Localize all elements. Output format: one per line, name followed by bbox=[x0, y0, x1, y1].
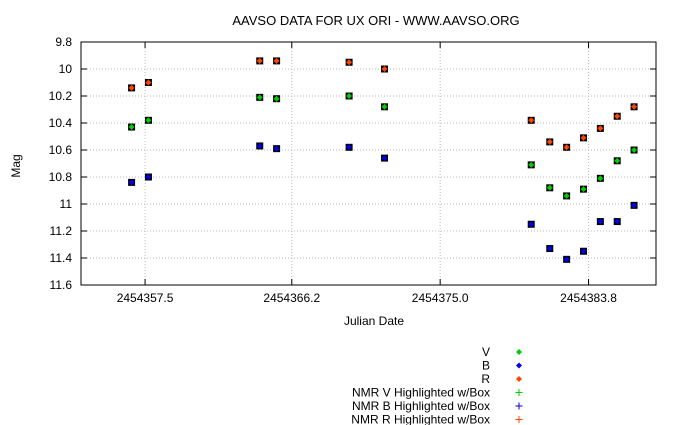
y-tick-label: 11.4 bbox=[50, 251, 73, 265]
point-r bbox=[546, 138, 554, 146]
point-r bbox=[613, 112, 621, 120]
legend-label: NMR B Highlighted w/Box bbox=[352, 399, 490, 413]
point-r bbox=[579, 134, 587, 142]
point-r bbox=[563, 143, 571, 151]
y-tick-label: 10.2 bbox=[49, 89, 73, 103]
y-tick-label: 11.6 bbox=[50, 278, 73, 292]
point-b bbox=[128, 178, 136, 186]
point-b bbox=[256, 142, 264, 150]
point-b bbox=[630, 201, 638, 209]
legend-label: V bbox=[482, 345, 490, 359]
point-v bbox=[613, 157, 621, 165]
y-tick-label: 9.8 bbox=[55, 35, 72, 49]
point-r bbox=[345, 58, 353, 66]
y-tick-label: 10.4 bbox=[49, 116, 73, 130]
point-r bbox=[381, 65, 389, 73]
legend-label: R bbox=[481, 372, 490, 386]
point-r bbox=[527, 116, 535, 124]
x-tick-label: 2454357.5 bbox=[117, 291, 174, 305]
point-v bbox=[345, 92, 353, 100]
point-b bbox=[579, 247, 587, 255]
point-v bbox=[381, 103, 389, 111]
point-b bbox=[381, 154, 389, 162]
point-b bbox=[144, 173, 152, 181]
point-r bbox=[596, 124, 604, 132]
x-tick-label: 2454375.0 bbox=[412, 291, 469, 305]
legend-diamond-marker bbox=[516, 376, 522, 382]
legend-entry: NMR V Highlighted w/Box bbox=[352, 386, 523, 400]
point-r bbox=[144, 79, 152, 86]
point-b bbox=[273, 145, 281, 153]
y-tick-label: 10 bbox=[59, 62, 73, 76]
point-b bbox=[345, 143, 353, 151]
point-r bbox=[630, 103, 638, 111]
chart-title: AAVSO DATA FOR UX ORI - WWW.AAVSO.ORG bbox=[232, 13, 519, 28]
plot-frame bbox=[80, 41, 657, 286]
point-r bbox=[128, 84, 136, 92]
legend-entry: R bbox=[481, 372, 522, 386]
x-tick-label: 2454366.2 bbox=[263, 291, 320, 305]
point-v bbox=[273, 95, 281, 103]
point-v bbox=[596, 174, 604, 182]
y-tick-label: 10.6 bbox=[49, 143, 73, 157]
legend-diamond-marker bbox=[516, 349, 522, 355]
point-b bbox=[527, 220, 535, 228]
point-b bbox=[563, 255, 571, 263]
legend-entry: NMR R Highlighted w/Box bbox=[351, 413, 523, 425]
legend-label: NMR V Highlighted w/Box bbox=[352, 386, 490, 400]
legend-label: B bbox=[482, 359, 490, 373]
point-v bbox=[256, 93, 264, 101]
point-b bbox=[613, 218, 621, 226]
point-v bbox=[527, 161, 535, 169]
point-v bbox=[579, 185, 587, 193]
y-tick-label: 11 bbox=[60, 197, 73, 211]
x-axis-label: Julian Date bbox=[344, 314, 404, 328]
point-r bbox=[273, 57, 281, 65]
point-v bbox=[630, 146, 638, 154]
point-v bbox=[144, 116, 152, 124]
point-b bbox=[596, 218, 604, 226]
point-b bbox=[546, 245, 554, 253]
y-tick-label: 11.2 bbox=[50, 224, 73, 238]
legend-diamond-marker bbox=[516, 362, 522, 369]
legend-label: NMR R Highlighted w/Box bbox=[351, 413, 490, 425]
legend-entry: B bbox=[482, 359, 522, 373]
y-tick-label: 10.8 bbox=[49, 170, 73, 184]
point-v bbox=[563, 192, 571, 200]
point-v bbox=[128, 123, 136, 131]
x-tick-label: 2454383.8 bbox=[560, 291, 617, 305]
point-v bbox=[546, 184, 554, 192]
point-r bbox=[256, 57, 264, 65]
y-axis-label: Mag bbox=[9, 154, 23, 177]
legend-entry: V bbox=[482, 345, 522, 359]
legend-entry: NMR B Highlighted w/Box bbox=[352, 399, 523, 413]
